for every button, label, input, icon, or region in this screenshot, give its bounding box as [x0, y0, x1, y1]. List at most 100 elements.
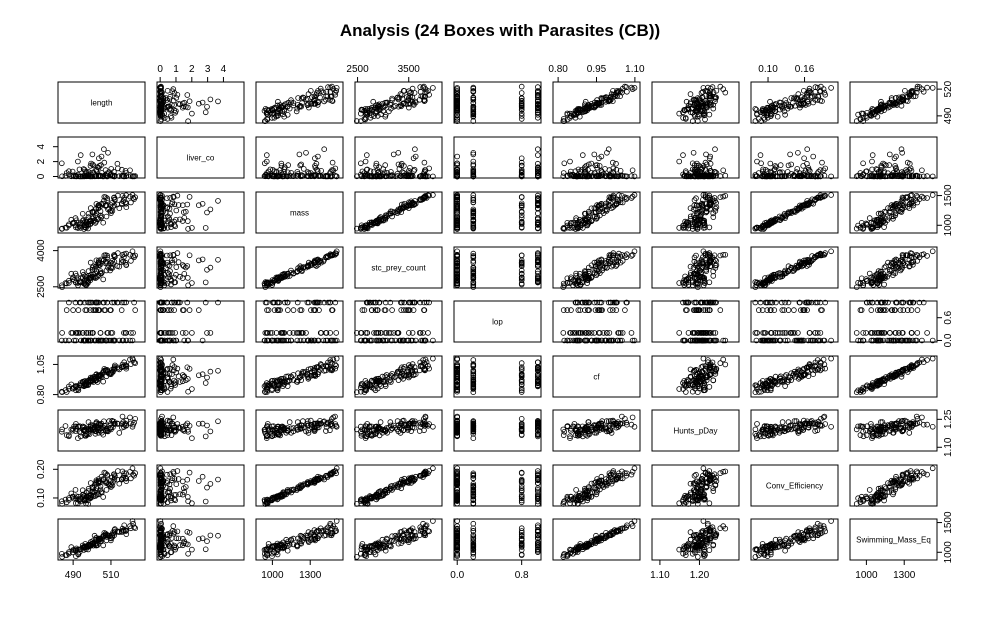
data-point	[189, 330, 195, 336]
data-point	[196, 100, 202, 107]
data-point	[164, 116, 171, 122]
panel-lop-vs-mass	[255, 299, 344, 344]
data-point	[333, 88, 340, 94]
data-point	[204, 104, 210, 110]
data-point	[454, 93, 461, 99]
data-point	[610, 88, 616, 94]
data-point	[175, 101, 182, 107]
panel-liver_co-vs-length	[57, 136, 146, 180]
data-point	[315, 99, 321, 106]
data-point	[75, 158, 81, 165]
data-point	[607, 97, 614, 103]
data-point	[204, 209, 210, 216]
data-point	[215, 198, 221, 204]
data-point	[405, 95, 412, 101]
data-point	[304, 102, 311, 108]
data-point	[908, 330, 915, 336]
data-point	[853, 284, 860, 291]
data-point	[181, 99, 188, 106]
panel-stc_prey_count-vs-Swimming_Mass_Eq	[849, 246, 938, 291]
panel-liver_co-vs-Swimming_Mass_Eq	[849, 136, 938, 180]
data-point	[362, 158, 369, 165]
data-point	[722, 172, 729, 179]
panel-mass-vs-length	[57, 191, 146, 234]
data-point	[174, 92, 181, 98]
data-point	[387, 100, 394, 106]
data-point	[860, 160, 866, 167]
data-point	[583, 104, 590, 110]
panel-length-vs-lop	[453, 81, 542, 124]
data-point	[470, 113, 477, 120]
data-point	[164, 252, 170, 259]
data-point	[389, 307, 395, 313]
data-point	[470, 110, 477, 117]
data-point	[804, 146, 810, 153]
panel-liver_co-vs-mass	[255, 136, 344, 180]
data-point	[118, 307, 125, 313]
data-point	[185, 275, 191, 281]
data-point	[186, 252, 193, 259]
data-point	[327, 97, 333, 103]
data-point	[607, 94, 614, 101]
data-point	[914, 330, 921, 336]
data-point	[518, 110, 525, 117]
panel-frame	[552, 300, 641, 343]
data-point	[165, 99, 171, 106]
data-point	[717, 83, 724, 90]
data-point	[157, 113, 164, 120]
data-point	[184, 201, 191, 208]
data-point	[323, 89, 330, 95]
data-point	[323, 93, 329, 99]
data-point	[567, 110, 573, 117]
data-point	[712, 146, 718, 153]
data-point	[175, 259, 182, 265]
data-point	[297, 103, 304, 109]
data-point	[101, 146, 107, 153]
panel-lop-vs-stc_prey_count	[353, 299, 443, 344]
data-point	[329, 159, 336, 166]
data-point	[929, 85, 936, 91]
panel-mass-vs-Hunts_pDay	[651, 191, 740, 234]
data-point	[412, 146, 418, 153]
panel-liver_co-vs-cf	[552, 136, 641, 180]
data-point	[386, 108, 392, 115]
data-point	[534, 112, 541, 118]
data-point	[534, 210, 541, 217]
data-point	[373, 102, 379, 109]
data-point	[274, 102, 281, 109]
data-point	[275, 98, 281, 105]
data-point	[80, 330, 86, 336]
data-point	[173, 207, 180, 214]
diagonal-label-stc_prey_count: stc_prey_count	[371, 264, 426, 273]
data-point	[470, 108, 477, 115]
data-point	[265, 107, 272, 114]
data-point	[628, 84, 635, 91]
data-point	[215, 98, 221, 105]
data-point	[87, 259, 94, 266]
data-point	[881, 264, 888, 271]
panel-frame	[651, 81, 740, 124]
data-point	[263, 152, 270, 158]
data-point	[518, 95, 525, 101]
data-point	[567, 113, 574, 119]
data-point	[421, 159, 428, 166]
data-point	[204, 330, 210, 336]
data-point	[614, 88, 620, 94]
panel-mass-vs-Swimming_Mass_Eq	[849, 191, 938, 234]
panel-stc_prey_count-vs-Conv_Efficiency	[750, 246, 839, 291]
data-point	[160, 95, 167, 101]
data-point	[722, 89, 729, 96]
data-point	[321, 98, 328, 105]
data-point	[207, 96, 214, 103]
data-point	[903, 167, 909, 173]
data-point	[395, 150, 402, 156]
data-point	[157, 110, 164, 117]
data-point	[470, 97, 477, 103]
data-point	[307, 88, 314, 94]
data-point	[572, 115, 579, 121]
data-point	[417, 89, 424, 95]
panel-frame	[354, 81, 443, 124]
data-point	[886, 151, 893, 158]
data-point	[129, 248, 136, 255]
panel-liver_co-vs-Hunts_pDay	[651, 136, 740, 180]
